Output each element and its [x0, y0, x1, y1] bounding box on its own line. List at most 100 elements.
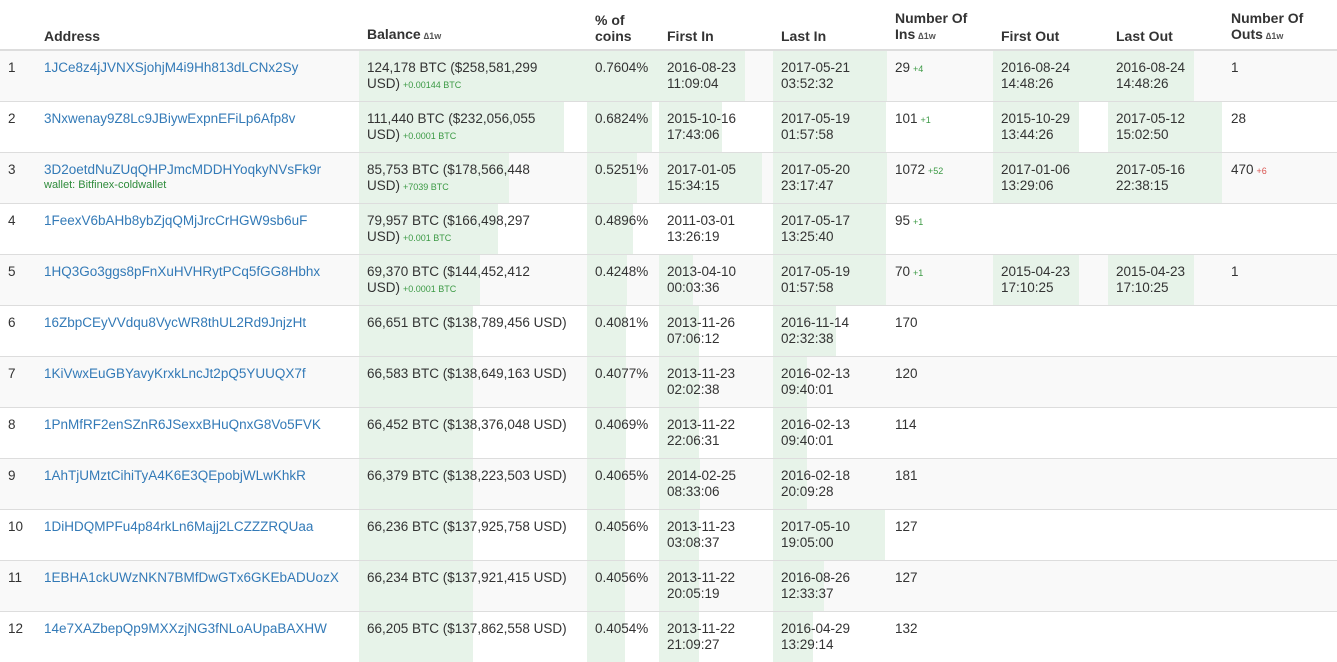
pct-coins-cell: 0.5251%	[587, 153, 659, 204]
last-out-cell	[1108, 612, 1223, 662]
balance-value: 66,452 BTC ($138,376,048 USD)	[367, 417, 567, 432]
last-out-header[interactable]: Last Out	[1108, 0, 1223, 50]
balance-change: +0.0001 BTC	[403, 131, 456, 141]
number-of-outs-cell: 470+6	[1223, 153, 1337, 204]
first-in-header[interactable]: First In	[659, 0, 773, 50]
first-out-cell: 2017-01-06 13:29:06	[993, 153, 1108, 204]
address-link[interactable]: 14e7XAZbepQp9MXXzjNG3fNLoAUpaBAXHW	[44, 621, 327, 636]
pct-coins-cell: 0.4069%	[587, 408, 659, 459]
ins-change: +52	[928, 166, 943, 176]
number-of-ins-cell: 114	[887, 408, 993, 459]
ins-count: 70	[895, 264, 910, 279]
address-link[interactable]: 1JCe8z4jJVNXSjohjM4i9Hh813dLCNx2Sy	[44, 60, 298, 75]
first-out-header[interactable]: First Out	[993, 0, 1108, 50]
number-of-ins-cell: 132	[887, 612, 993, 662]
number-of-outs-cell	[1223, 306, 1337, 357]
number-of-ins-cell: 29+4	[887, 50, 993, 102]
last-out-cell	[1108, 459, 1223, 510]
address-header[interactable]: Address	[36, 0, 359, 50]
rank-header	[0, 0, 36, 50]
number-of-ins-cell: 120	[887, 357, 993, 408]
number-of-outs-cell	[1223, 408, 1337, 459]
balance-cell: 66,583 BTC ($138,649,163 USD)	[359, 357, 587, 408]
last-in-header[interactable]: Last In	[773, 0, 887, 50]
address-link[interactable]: 1AhTjUMztCihiTyA4K6E3QEpobjWLwKhkR	[44, 468, 306, 483]
balance-value: 66,379 BTC ($138,223,503 USD)	[367, 468, 567, 483]
outs-count: 1	[1231, 264, 1239, 279]
address-link[interactable]: 16ZbpCEyVVdqu8VycWR8thUL2Rd9JnjzHt	[44, 315, 306, 330]
last-out-cell	[1108, 204, 1223, 255]
pct-coins-cell: 0.6824%	[587, 102, 659, 153]
first-out-cell: 2015-04-23 17:10:25	[993, 255, 1108, 306]
address-link[interactable]: 3D2oetdNuZUqQHPJmcMDDHYoqkyNVsFk9r	[44, 162, 321, 177]
address-link[interactable]: 3Nxwenay9Z8Lc9JBiywExpnEFiLp6Afp8v	[44, 111, 295, 126]
outs-count: 470	[1231, 162, 1254, 177]
last-in-cell: 2016-02-13 09:40:01	[773, 357, 887, 408]
balance-header[interactable]: Balance∆1w	[359, 0, 587, 50]
first-out-cell: 2016-08-24 14:48:26	[993, 50, 1108, 102]
pct-coins-cell: 0.4081%	[587, 306, 659, 357]
first-in-cell: 2013-11-22 21:09:27	[659, 612, 773, 662]
pct-coins-cell: 0.4054%	[587, 612, 659, 662]
number-of-ins-cell: 70+1	[887, 255, 993, 306]
last-in-cell: 2016-04-29 13:29:14	[773, 612, 887, 662]
address-link[interactable]: 1HQ3Go3ggs8pFnXuHVHRytPCq5fGG8Hbhx	[44, 264, 320, 279]
pct-coins-cell: 0.4248%	[587, 255, 659, 306]
address-link[interactable]: 1EBHA1ckUWzNKN7BMfDwGTx6GKEbADUozX	[44, 570, 339, 585]
address-link[interactable]: 1DiHDQMPFu4p84rkLn6Majj2LCZZZRQUaa	[44, 519, 313, 534]
rank-cell: 2	[0, 102, 36, 153]
address-link[interactable]: 1PnMfRF2enSZnR6JSexxBHuQnxG8Vo5FVK	[44, 417, 321, 432]
ins-change: +1	[913, 217, 923, 227]
ins-count: 127	[895, 519, 918, 534]
balance-change: +0.0001 BTC	[403, 284, 456, 294]
rank-cell: 1	[0, 50, 36, 102]
balance-value: 66,234 BTC ($137,921,415 USD)	[367, 570, 567, 585]
balance-value: 66,651 BTC ($138,789,456 USD)	[367, 315, 567, 330]
address-link[interactable]: 1KiVwxEuGBYavyKrxkLncJt2pQ5YUUQX7f	[44, 366, 306, 381]
ins-count: 29	[895, 60, 910, 75]
balance-change: +7039 BTC	[403, 182, 449, 192]
ins-count: 120	[895, 366, 918, 381]
ins-count: 127	[895, 570, 918, 585]
balance-cell: 79,957 BTC ($166,498,297 USD)+0.001 BTC	[359, 204, 587, 255]
number-of-outs-cell	[1223, 561, 1337, 612]
first-in-cell: 2014-02-25 08:33:06	[659, 459, 773, 510]
first-out-cell	[993, 357, 1108, 408]
first-out-cell	[993, 459, 1108, 510]
last-in-cell: 2017-05-21 03:52:32	[773, 50, 887, 102]
ins-count: 95	[895, 213, 910, 228]
balance-change: +0.00144 BTC	[403, 80, 461, 90]
ins-change: +1	[921, 115, 931, 125]
number-of-ins-cell: 101+1	[887, 102, 993, 153]
ins-count: 101	[895, 111, 918, 126]
last-in-cell: 2017-05-19 01:57:58	[773, 255, 887, 306]
number-of-ins-cell: 95+1	[887, 204, 993, 255]
first-in-cell: 2013-11-22 22:06:31	[659, 408, 773, 459]
ins-change: +1	[913, 268, 923, 278]
rank-cell: 9	[0, 459, 36, 510]
ins-count: 181	[895, 468, 918, 483]
number-of-outs-cell: 1	[1223, 255, 1337, 306]
address-cell: 3Nxwenay9Z8Lc9JBiywExpnEFiLp6Afp8v	[36, 102, 359, 153]
address-link[interactable]: 1FeexV6bAHb8ybZjqQMjJrcCrHGW9sb6uF	[44, 213, 307, 228]
last-out-cell: 2016-08-24 14:48:26	[1108, 50, 1223, 102]
number-of-outs-cell	[1223, 510, 1337, 561]
ins-change: +4	[913, 64, 923, 74]
balance-cell: 69,370 BTC ($144,452,412 USD)+0.0001 BTC	[359, 255, 587, 306]
rank-cell: 7	[0, 357, 36, 408]
address-cell: 14e7XAZbepQp9MXXzjNG3fNLoAUpaBAXHW	[36, 612, 359, 662]
wallet-label: wallet: Bitfinex-coldwallet	[44, 178, 351, 192]
last-out-cell	[1108, 408, 1223, 459]
address-cell: 1HQ3Go3ggs8pFnXuHVHRytPCq5fGG8Hbhx	[36, 255, 359, 306]
first-out-cell	[993, 612, 1108, 662]
